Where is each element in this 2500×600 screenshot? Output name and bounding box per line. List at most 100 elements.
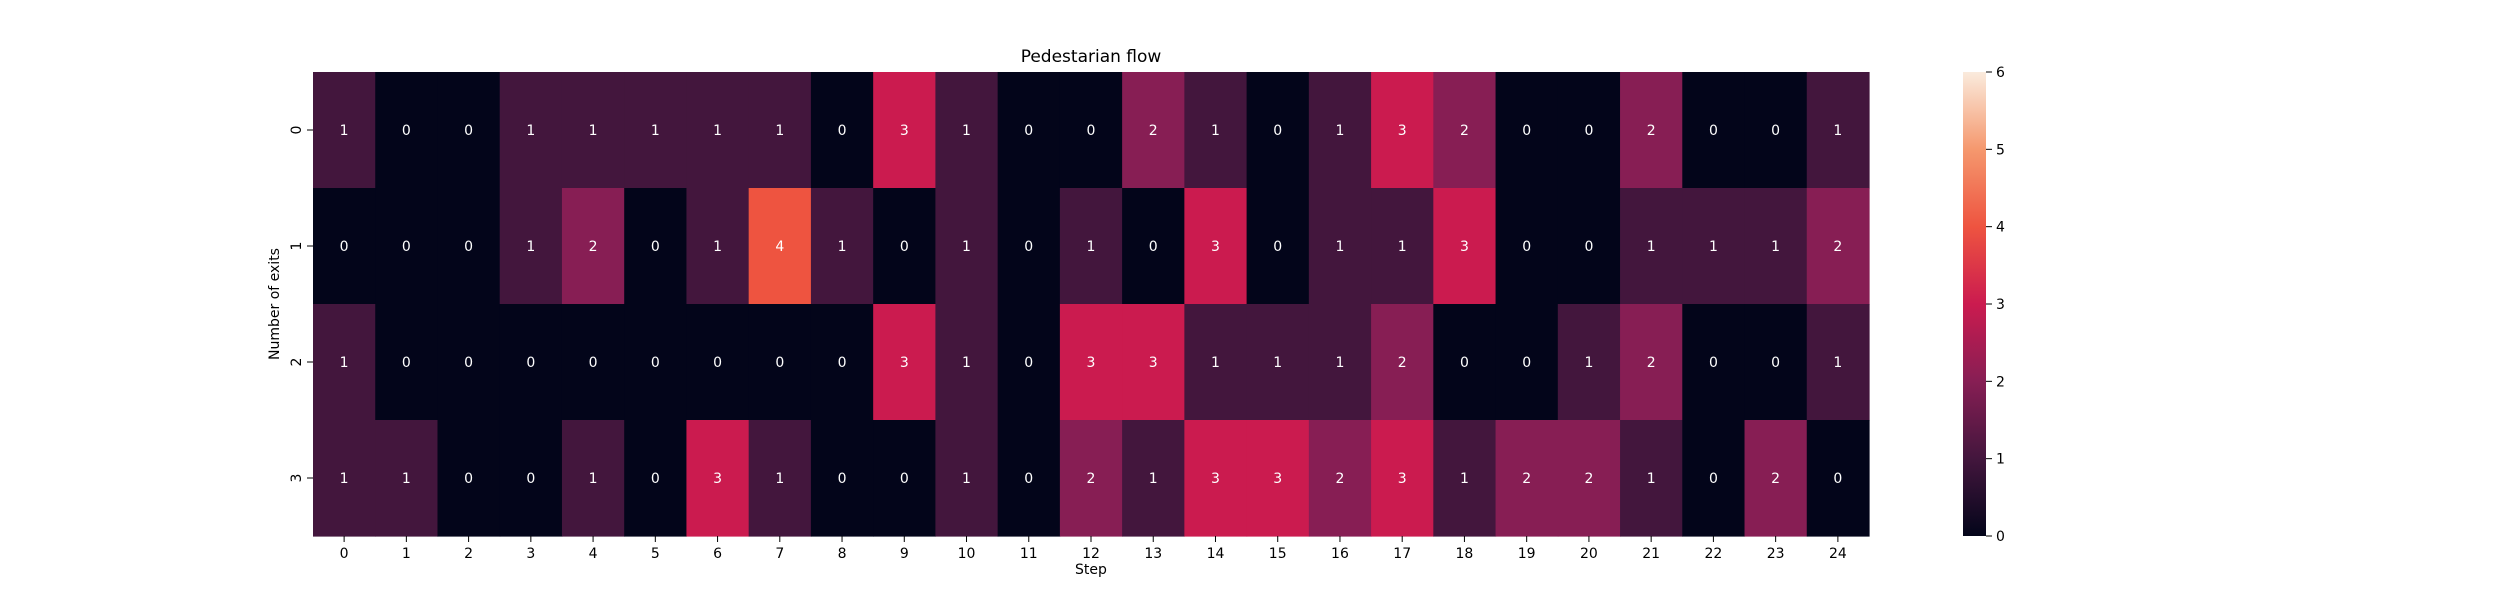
cell-value-label: 3 xyxy=(1211,471,1220,487)
x-tick-label: 5 xyxy=(651,546,660,562)
cell-value-label: 0 xyxy=(464,471,473,487)
cell-value-label: 1 xyxy=(1335,123,1344,139)
cell-value-label: 3 xyxy=(1273,471,1282,487)
cell-value-label: 1 xyxy=(1398,239,1407,255)
cell-value-label: 1 xyxy=(775,123,784,139)
cell-value-label: 2 xyxy=(1771,471,1780,487)
x-tick-label: 9 xyxy=(900,546,909,562)
cell-value-label: 0 xyxy=(1273,239,1282,255)
cell-value-label: 0 xyxy=(1024,239,1033,255)
x-tick-label: 0 xyxy=(340,546,349,562)
cell-value-label: 1 xyxy=(1771,239,1780,255)
cell-value-label: 3 xyxy=(900,123,909,139)
cell-value-label: 0 xyxy=(900,239,909,255)
cell-value-label: 2 xyxy=(1647,123,1656,139)
cell-value-label: 1 xyxy=(1460,471,1469,487)
cell-value-label: 1 xyxy=(1149,471,1158,487)
x-tick-label: 21 xyxy=(1642,546,1660,562)
cell-value-label: 0 xyxy=(1833,471,1842,487)
cell-value-label: 2 xyxy=(1149,123,1158,139)
cell-value-label: 0 xyxy=(900,471,909,487)
cell-value-label: 0 xyxy=(651,355,660,371)
x-tick-label: 10 xyxy=(958,546,976,562)
colorbar-gradient xyxy=(1963,72,1986,536)
x-tick-label: 19 xyxy=(1518,546,1536,562)
cell-value-label: 3 xyxy=(900,355,909,371)
cell-value-label: 1 xyxy=(1647,471,1656,487)
cell-value-label: 2 xyxy=(1584,471,1593,487)
cell-value-label: 0 xyxy=(1273,123,1282,139)
cell-value-label: 0 xyxy=(1024,471,1033,487)
cell-value-label: 1 xyxy=(402,471,411,487)
cell-value-label: 0 xyxy=(464,123,473,139)
cell-value-label: 0 xyxy=(838,355,847,371)
cell-value-label: 0 xyxy=(1522,355,1531,371)
heatmap-cells: 1 0 0 1 1 1 1 1 0 3 1 0 0 2 1 0 1 3 2 0 0 2 0 0 10 0 0 1 2 0 1 4 1 0 1 0 1 0 3… xyxy=(313,72,1870,537)
x-tick-label: 20 xyxy=(1580,546,1598,562)
y-tick-label: 0 xyxy=(289,126,305,135)
x-tick-label: 18 xyxy=(1456,546,1474,562)
cell-value-label: 1 xyxy=(713,123,722,139)
cell-value-label: 3 xyxy=(1398,123,1407,139)
colorbar-tick-label: 0 xyxy=(1996,529,2005,545)
colorbar-tick-label: 6 xyxy=(1996,65,2005,81)
y-axis-ticks: 0 1 2 3 xyxy=(289,126,313,483)
x-tick-label: 16 xyxy=(1331,546,1349,562)
cell-value-label: 1 xyxy=(962,239,971,255)
cell-value-label: 0 xyxy=(1024,123,1033,139)
x-tick-label: 24 xyxy=(1829,546,1847,562)
cell-value-label: 1 xyxy=(962,355,971,371)
cell-value-label: 1 xyxy=(1584,355,1593,371)
x-tick-label: 6 xyxy=(713,546,722,562)
cell-value-label: 1 xyxy=(589,123,598,139)
cell-value-label: 0 xyxy=(464,355,473,371)
cell-value-label: 2 xyxy=(1522,471,1531,487)
cell-value-label: 1 xyxy=(1273,355,1282,371)
cell-value-label: 0 xyxy=(1584,123,1593,139)
cell-value-label: 1 xyxy=(775,471,784,487)
cell-value-label: 0 xyxy=(1709,123,1718,139)
colorbar: 0 1 2 3 4 5 6 xyxy=(1963,65,2005,545)
cell-value-label: 1 xyxy=(838,239,847,255)
cell-value-label: 0 xyxy=(1087,123,1096,139)
cell-value-label: 0 xyxy=(651,471,660,487)
cell-value-label: 1 xyxy=(1335,239,1344,255)
cell-value-label: 0 xyxy=(1460,355,1469,371)
cell-value-label: 0 xyxy=(1149,239,1158,255)
x-tick-label: 12 xyxy=(1082,546,1100,562)
y-tick-label: 2 xyxy=(289,358,305,367)
cell-value-label: 0 xyxy=(1771,123,1780,139)
cell-value-label: 1 xyxy=(1709,239,1718,255)
cell-value-label: 0 xyxy=(1584,239,1593,255)
cell-value-label: 0 xyxy=(340,239,349,255)
colorbar-tick-label: 3 xyxy=(1996,297,2005,313)
cell-value-label: 0 xyxy=(1771,355,1780,371)
y-tick-label: 3 xyxy=(289,474,305,483)
colorbar-tick-label: 2 xyxy=(1996,374,2005,390)
x-tick-label: 3 xyxy=(526,546,535,562)
x-axis-label: Step xyxy=(1075,562,1107,578)
cell-value-label: 3 xyxy=(1087,355,1096,371)
cell-value-label: 3 xyxy=(1460,239,1469,255)
x-tick-label: 15 xyxy=(1269,546,1287,562)
cell-value-label: 0 xyxy=(526,471,535,487)
x-axis-ticks: 0 1 2 3 4 5 6 7 8 9 10 11 12 13 14 15 16 17 18 19 20 21 22 23 24 xyxy=(340,536,1847,562)
cell-value-label: 1 xyxy=(1087,239,1096,255)
cell-value-label: 2 xyxy=(589,239,598,255)
cell-value-label: 1 xyxy=(713,239,722,255)
cell-value-label: 0 xyxy=(1522,239,1531,255)
cell-value-label: 2 xyxy=(1833,239,1842,255)
x-tick-label: 22 xyxy=(1704,546,1722,562)
cell-value-label: 1 xyxy=(1647,239,1656,255)
cell-value-label: 1 xyxy=(1833,355,1842,371)
cell-value-label: 1 xyxy=(1211,355,1220,371)
colorbar-tick-label: 5 xyxy=(1996,142,2005,158)
x-tick-label: 8 xyxy=(838,546,847,562)
x-tick-label: 14 xyxy=(1207,546,1225,562)
x-tick-label: 1 xyxy=(402,546,411,562)
cell-value-label: 1 xyxy=(526,239,535,255)
cell-value-label: 0 xyxy=(1522,123,1531,139)
cell-value-label: 1 xyxy=(589,471,598,487)
x-tick-label: 7 xyxy=(775,546,784,562)
cell-value-label: 0 xyxy=(775,355,784,371)
